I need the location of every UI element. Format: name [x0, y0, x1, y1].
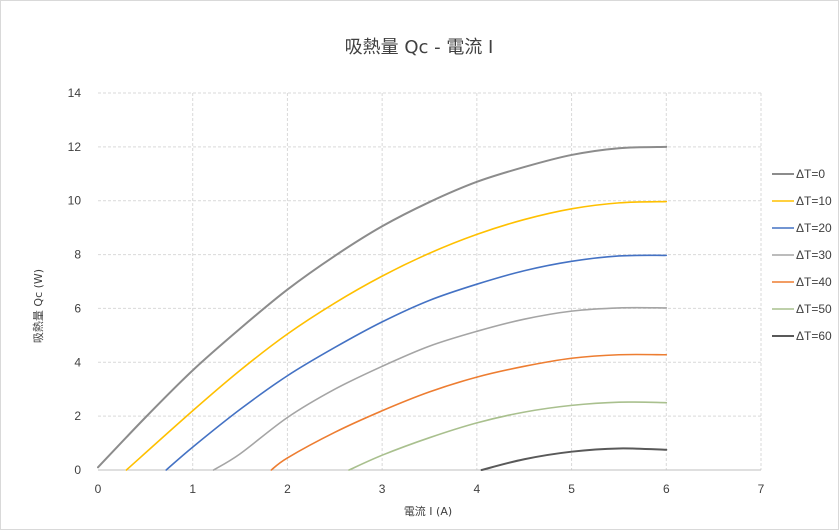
- legend-label: ΔT=0: [796, 167, 825, 181]
- legend-label: ΔT=60: [796, 329, 832, 343]
- x-tick-label: 0: [95, 482, 102, 496]
- legend-label: ΔT=30: [796, 248, 832, 262]
- y-tick-label: 10: [68, 194, 82, 208]
- y-tick-label: 4: [74, 355, 81, 369]
- series-line-0: [97, 145, 668, 469]
- x-tick-label: 6: [663, 482, 670, 496]
- series-line-5: [348, 401, 668, 471]
- x-axis-label: 電流 I (A): [404, 504, 452, 518]
- series-line-2: [165, 254, 668, 471]
- y-tick-label: 8: [74, 248, 81, 262]
- legend-label: ΔT=50: [796, 302, 832, 316]
- chart-title: 吸熱量 Qc - 電流 I: [345, 37, 494, 58]
- legend: ΔT=0 ΔT=10 ΔT=20 ΔT=30 ΔT=40 ΔT=50 ΔT=60: [772, 167, 832, 343]
- x-tick-label: 5: [568, 482, 575, 496]
- legend-label: ΔT=10: [796, 194, 832, 208]
- series-line-1: [125, 200, 668, 471]
- y-tick-label: 6: [74, 301, 81, 315]
- x-tick-label: 7: [758, 482, 765, 496]
- y-tick-label: 2: [74, 409, 81, 423]
- y-axis-label: 吸熱量 Qc (W): [32, 269, 45, 343]
- grid-layer: [98, 92, 762, 470]
- legend-label: ΔT=20: [796, 221, 832, 235]
- series-line-3: [212, 306, 668, 471]
- x-tick-label: 4: [474, 482, 481, 496]
- x-tick-label: 2: [284, 482, 291, 496]
- y-tick-label: 0: [74, 463, 81, 477]
- series-layer: [97, 145, 668, 471]
- x-tick-label: 1: [189, 482, 196, 496]
- y-tick-label: 12: [68, 140, 82, 154]
- series-line-4: [270, 353, 668, 471]
- x-tick-label: 3: [379, 482, 386, 496]
- y-tick-label: 14: [68, 86, 82, 100]
- legend-label: ΔT=40: [796, 275, 832, 289]
- series-line-6: [480, 447, 668, 471]
